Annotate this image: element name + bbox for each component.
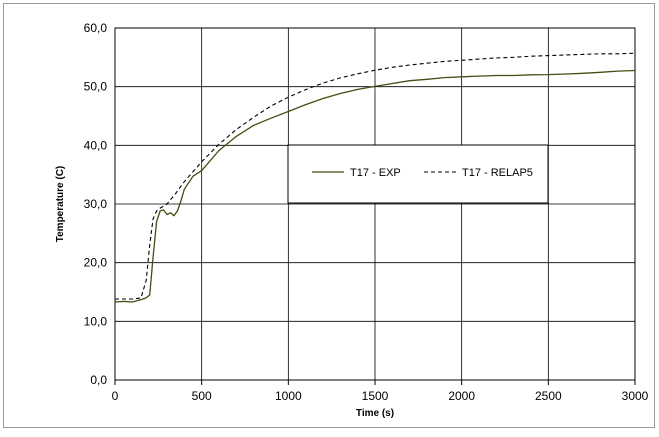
y-tick-label: 40,0 (84, 138, 108, 152)
chart-border (3, 3, 655, 428)
series-layer (114, 52, 636, 303)
x-tick-label: 3000 (622, 389, 649, 403)
x-tick-label: 1000 (275, 389, 302, 403)
tick-labels: 0,0 10,0 20,0 30,0 40,0 50,0 60,0 0 500 1000 1500 2… (84, 21, 649, 403)
x-axis-title: Time (s) (356, 408, 394, 419)
x-tick-label: 0 (112, 389, 119, 403)
y-tick-label: 30,0 (84, 197, 108, 211)
legend: T17 - EXP T17 - RELAP5 (287, 144, 549, 204)
legend-box (287, 144, 549, 204)
y-tick-label: 10,0 (84, 314, 108, 328)
x-tick-label: 500 (192, 389, 212, 403)
legend-label-relap5: T17 - RELAP5 (462, 167, 533, 179)
y-tick-label: 20,0 (84, 256, 108, 270)
y-tick-label: 50,0 (84, 80, 108, 94)
y-tick-label: 0,0 (90, 373, 107, 387)
x-tick-label: 2000 (448, 389, 475, 403)
x-tick-label: 2500 (535, 389, 562, 403)
plot-area-frame (114, 27, 636, 381)
series-line-exp (114, 69, 636, 303)
legend-label-exp: T17 - EXP (350, 167, 401, 179)
x-tick-label: 1500 (362, 389, 389, 403)
y-axis-title: Temperature (C) (55, 166, 66, 243)
y-tick-label: 60,0 (84, 21, 108, 35)
